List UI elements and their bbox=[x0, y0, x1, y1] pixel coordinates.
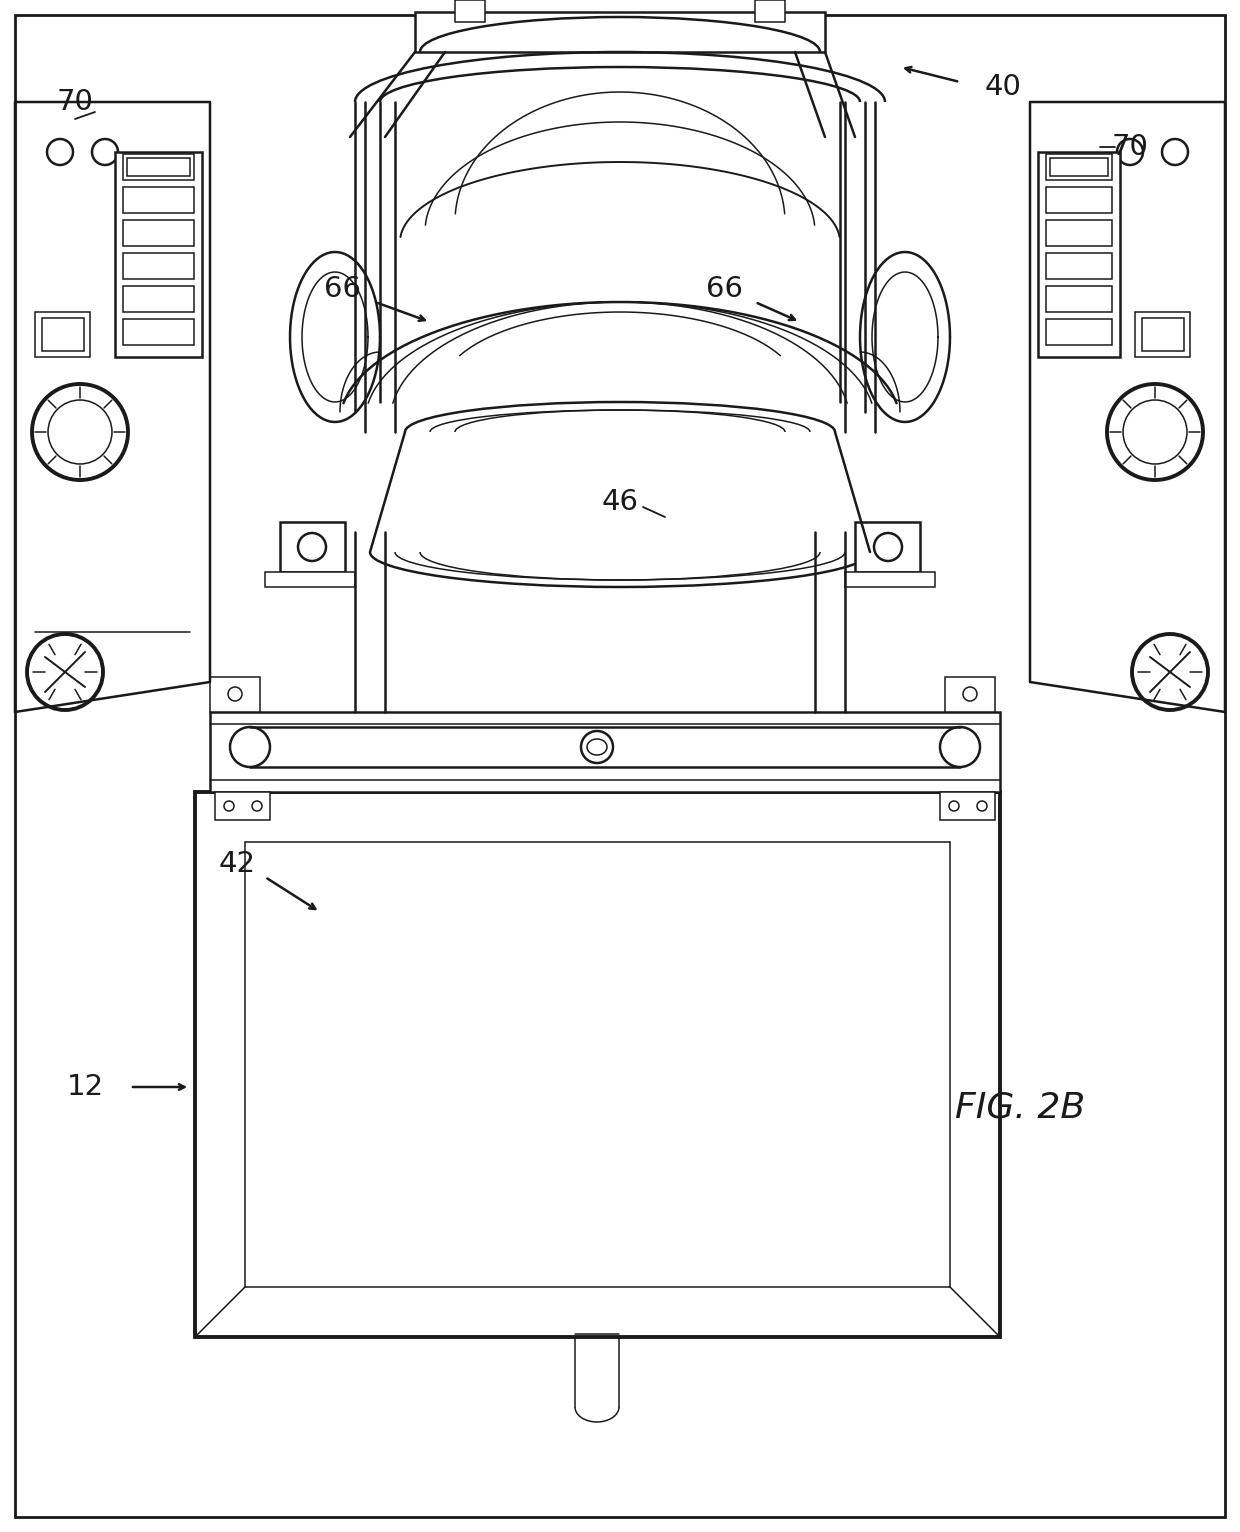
Bar bbox=[280, 522, 345, 571]
Bar bbox=[1047, 253, 1112, 279]
Bar bbox=[265, 571, 355, 587]
Bar bbox=[1047, 155, 1112, 179]
Circle shape bbox=[582, 731, 613, 763]
Circle shape bbox=[298, 533, 326, 561]
Text: 66: 66 bbox=[707, 276, 744, 303]
Bar bbox=[42, 319, 84, 351]
Circle shape bbox=[1162, 139, 1188, 165]
Circle shape bbox=[47, 139, 73, 165]
Bar bbox=[195, 792, 999, 1337]
Circle shape bbox=[252, 801, 262, 810]
Bar bbox=[1047, 286, 1112, 313]
Bar bbox=[35, 313, 91, 357]
Circle shape bbox=[92, 139, 118, 165]
Circle shape bbox=[48, 400, 112, 464]
Bar bbox=[123, 253, 193, 279]
Bar bbox=[210, 712, 999, 792]
Bar bbox=[123, 319, 193, 345]
Bar bbox=[215, 792, 270, 820]
Bar bbox=[210, 677, 260, 712]
Circle shape bbox=[1117, 139, 1143, 165]
Bar bbox=[115, 152, 202, 357]
Circle shape bbox=[1123, 400, 1187, 464]
Bar bbox=[123, 187, 193, 213]
Text: 40: 40 bbox=[985, 74, 1022, 101]
Text: 66: 66 bbox=[325, 276, 362, 303]
Text: 12: 12 bbox=[67, 1072, 104, 1102]
Circle shape bbox=[224, 801, 234, 810]
Circle shape bbox=[27, 634, 103, 709]
Bar bbox=[455, 0, 485, 21]
Bar bbox=[945, 677, 994, 712]
Circle shape bbox=[229, 728, 270, 768]
Text: FIG. 2B: FIG. 2B bbox=[955, 1089, 1085, 1124]
Circle shape bbox=[1132, 634, 1208, 709]
Bar bbox=[1047, 319, 1112, 345]
Bar bbox=[123, 286, 193, 313]
Text: 70: 70 bbox=[57, 87, 93, 116]
Bar bbox=[940, 792, 994, 820]
Bar bbox=[1135, 313, 1190, 357]
Text: 70: 70 bbox=[1111, 133, 1148, 161]
Bar bbox=[123, 221, 193, 247]
Bar bbox=[856, 522, 920, 571]
Bar bbox=[126, 158, 190, 176]
Bar bbox=[123, 155, 193, 179]
Circle shape bbox=[32, 385, 128, 480]
Circle shape bbox=[228, 686, 242, 702]
Text: 42: 42 bbox=[218, 850, 255, 878]
Bar bbox=[755, 0, 785, 21]
Bar bbox=[844, 571, 935, 587]
Circle shape bbox=[1107, 385, 1203, 480]
Bar bbox=[1050, 158, 1109, 176]
Circle shape bbox=[874, 533, 901, 561]
Bar bbox=[1047, 221, 1112, 247]
Bar bbox=[1038, 152, 1120, 357]
Circle shape bbox=[949, 801, 959, 810]
Bar bbox=[415, 12, 825, 52]
Circle shape bbox=[963, 686, 977, 702]
Circle shape bbox=[940, 728, 980, 768]
Bar bbox=[1047, 187, 1112, 213]
Bar bbox=[1142, 319, 1184, 351]
Text: 46: 46 bbox=[601, 489, 639, 516]
Circle shape bbox=[977, 801, 987, 810]
